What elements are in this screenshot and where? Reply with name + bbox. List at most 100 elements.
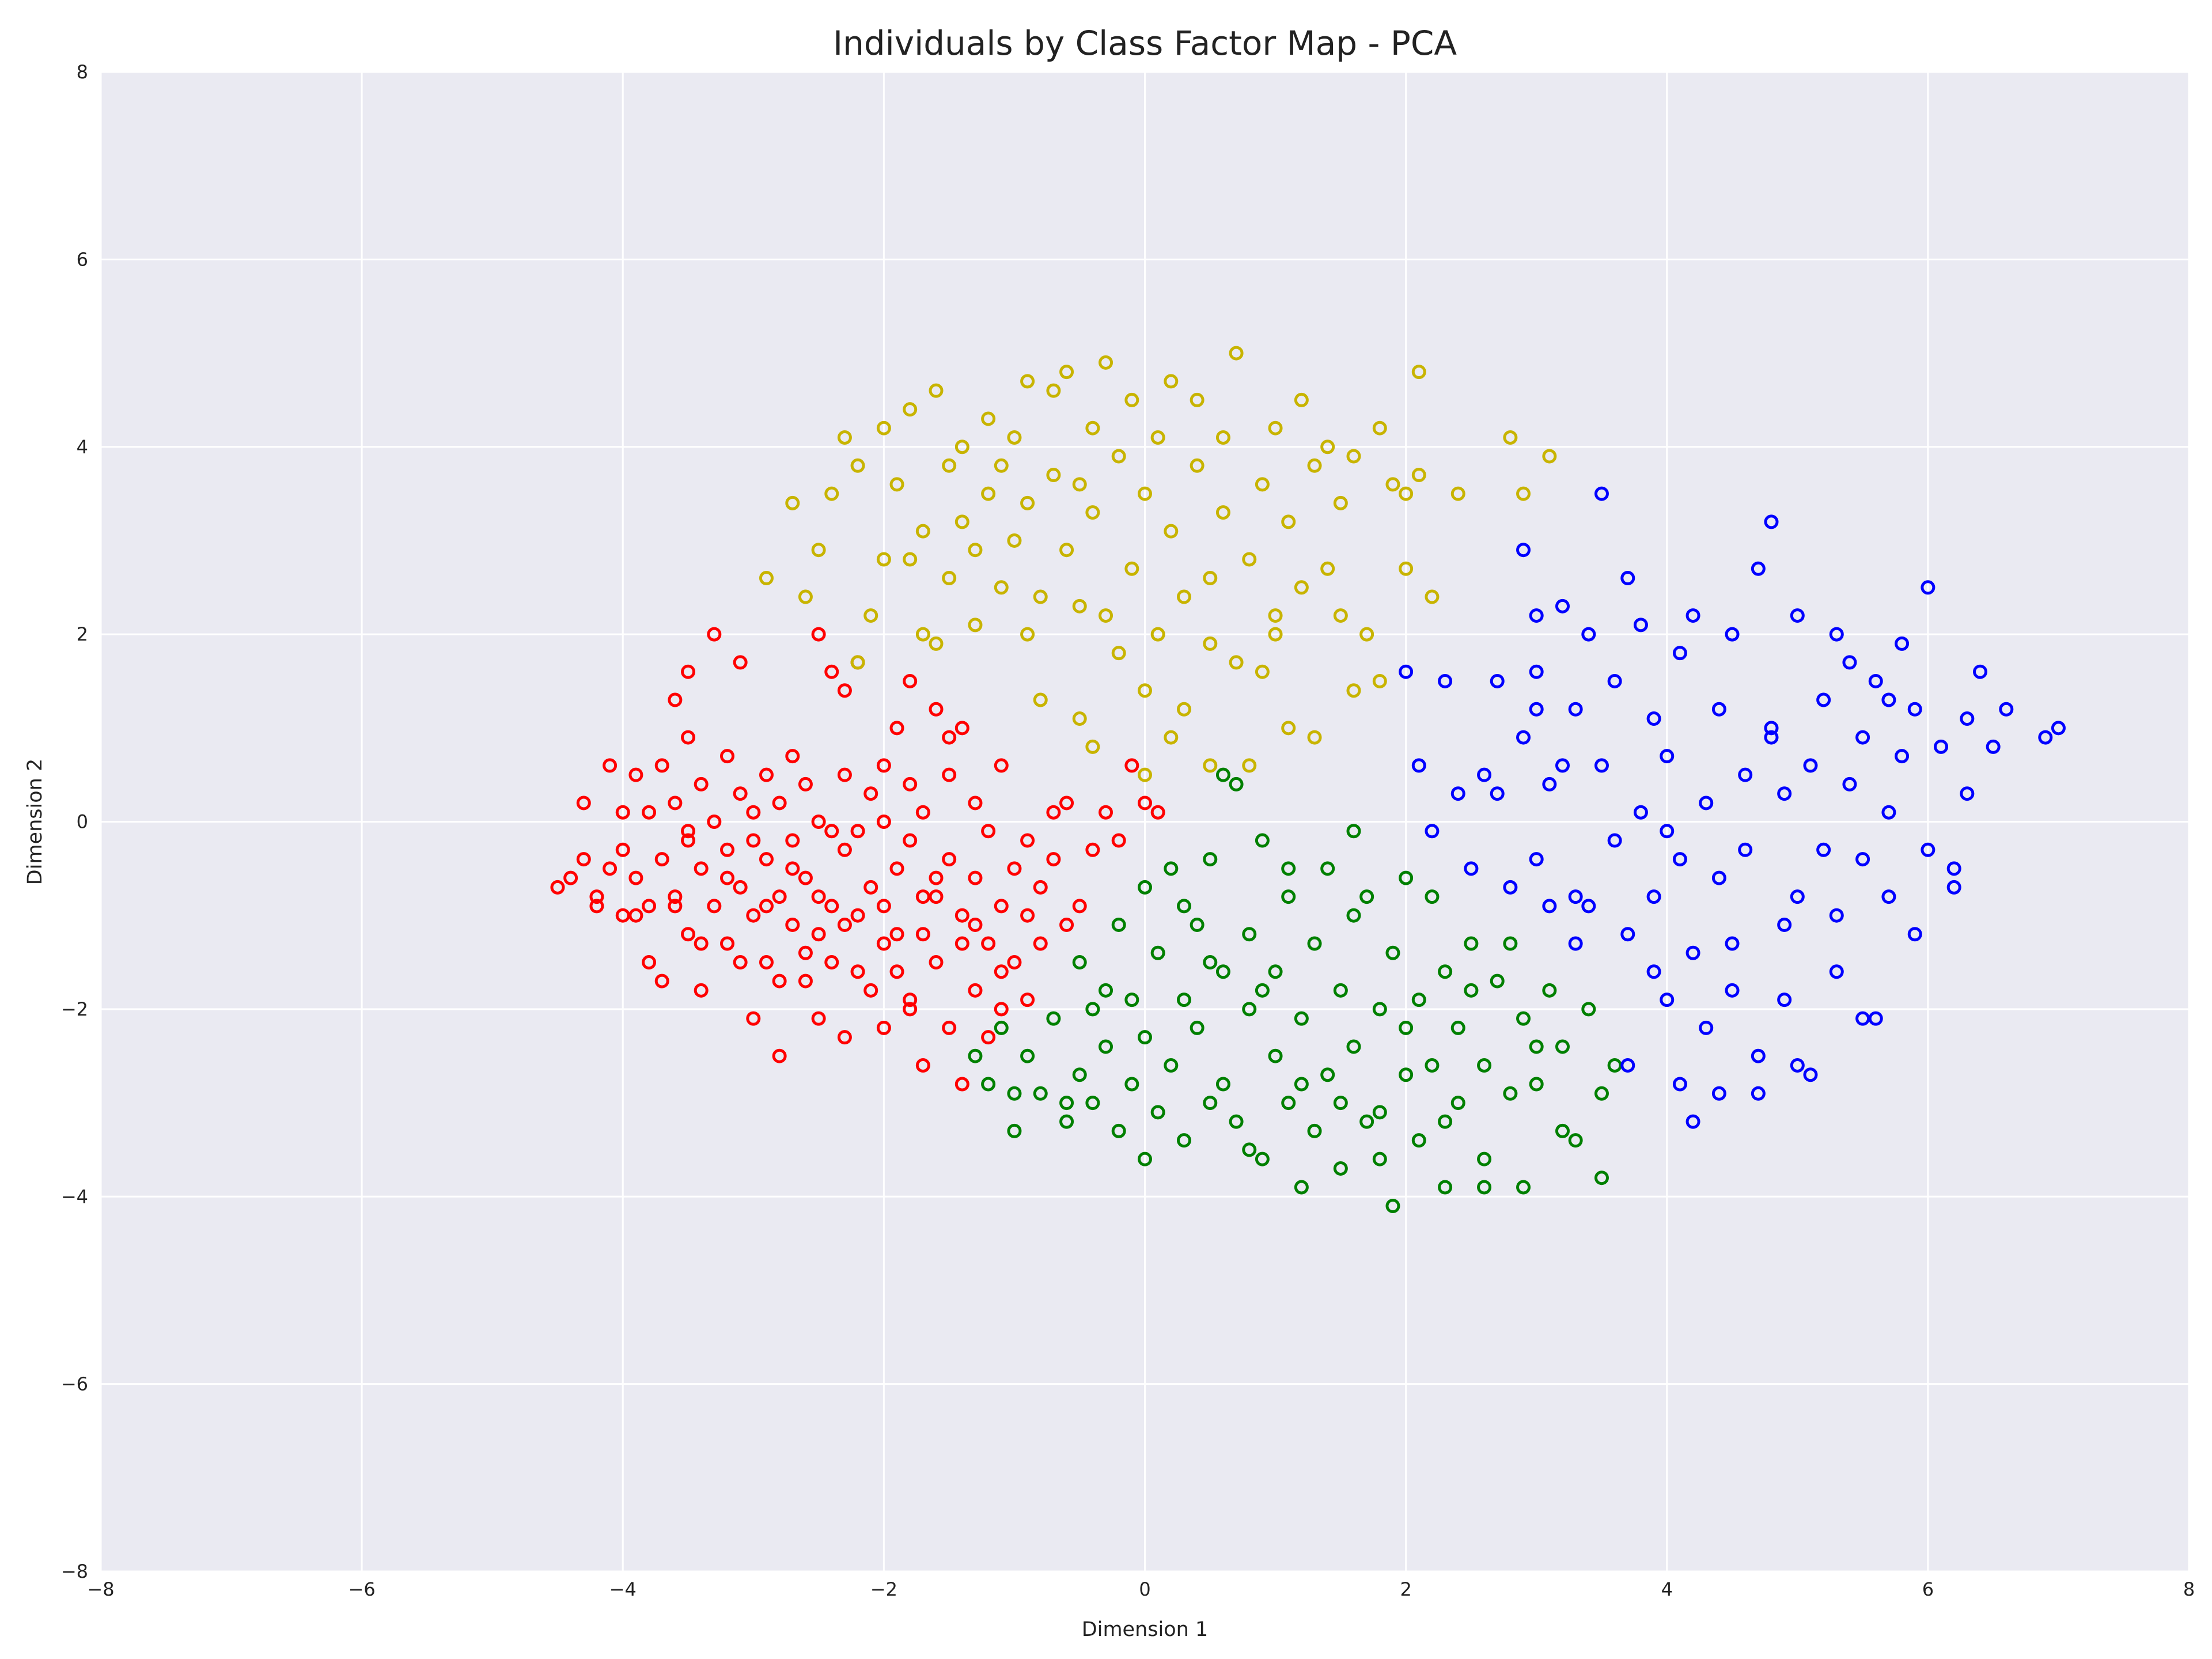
data-point — [1215, 1077, 1230, 1092]
data-point — [563, 870, 578, 885]
data-point — [968, 618, 983, 632]
data-point — [668, 899, 683, 914]
data-point — [1007, 533, 1022, 548]
data-point — [1229, 346, 1244, 361]
data-point — [1215, 964, 1230, 979]
data-point — [1620, 1058, 1635, 1073]
data-point — [1934, 739, 1949, 754]
data-point — [824, 899, 839, 914]
data-point — [1816, 842, 1831, 857]
data-point — [759, 571, 774, 586]
data-point — [942, 852, 957, 867]
data-point — [654, 852, 669, 867]
data-point — [1320, 561, 1335, 576]
data-point — [759, 767, 774, 782]
data-point — [1242, 1142, 1257, 1157]
data-point — [1255, 983, 1270, 998]
y-tick-label: −8 — [61, 1560, 88, 1582]
data-point — [889, 927, 904, 942]
data-point — [1490, 786, 1505, 801]
data-point — [1150, 945, 1165, 960]
data-point — [1124, 561, 1139, 576]
data-point — [1399, 486, 1414, 501]
data-point — [1111, 449, 1126, 464]
data-point — [1176, 899, 1191, 914]
data-point — [759, 899, 774, 914]
data-point — [981, 1030, 996, 1045]
data-point — [1503, 936, 1518, 951]
data-point — [1268, 1048, 1283, 1063]
data-point — [837, 1030, 852, 1045]
data-point — [1829, 964, 1844, 979]
data-point — [1503, 1086, 1518, 1101]
data-point — [1699, 796, 1714, 810]
data-point — [1020, 993, 1035, 1007]
data-point — [681, 824, 696, 839]
data-point — [746, 908, 761, 923]
data-point — [1699, 1020, 1714, 1035]
data-point — [903, 1002, 918, 1017]
x-tick-label: 0 — [1139, 1578, 1150, 1600]
data-point — [615, 842, 630, 857]
data-point — [994, 899, 1009, 914]
data-point — [1203, 571, 1218, 586]
data-point — [1711, 870, 1726, 885]
data-point — [1320, 1067, 1335, 1082]
data-point — [576, 852, 591, 867]
data-point — [1438, 964, 1453, 979]
data-point — [1646, 889, 1661, 904]
data-point — [1059, 917, 1074, 932]
y-tick-label: −4 — [61, 1185, 88, 1207]
data-point — [1085, 1002, 1100, 1017]
data-point — [1594, 486, 1609, 501]
data-point — [1294, 1011, 1309, 1026]
data-point — [1099, 608, 1113, 623]
data-point — [1385, 477, 1400, 492]
data-point — [903, 673, 918, 688]
data-point — [694, 861, 709, 876]
data-point — [968, 983, 983, 998]
data-point — [929, 636, 944, 651]
y-tick-label: 2 — [77, 623, 88, 645]
data-point — [1438, 673, 1453, 688]
data-point — [981, 486, 996, 501]
data-point — [915, 805, 930, 820]
data-point — [1150, 627, 1165, 642]
data-point — [903, 993, 918, 1007]
data-point — [1464, 861, 1479, 876]
data-point — [1568, 702, 1583, 717]
data-point — [642, 955, 657, 970]
data-point — [1477, 1152, 1492, 1166]
data-point — [1124, 1077, 1139, 1092]
data-point — [929, 702, 944, 717]
data-point — [1868, 1011, 1883, 1026]
data-point — [1660, 824, 1675, 839]
data-point — [1842, 777, 1857, 791]
data-point — [1099, 355, 1113, 370]
data-point — [1059, 543, 1074, 558]
data-point — [1685, 945, 1700, 960]
data-point — [1229, 1114, 1244, 1129]
grid-lines — [100, 71, 2190, 1573]
data-point — [1685, 608, 1700, 623]
data-point — [1190, 392, 1205, 407]
data-point — [1633, 805, 1648, 820]
data-point — [1907, 927, 1922, 942]
data-point — [1881, 805, 1896, 820]
data-point — [720, 842, 734, 857]
data-point — [1490, 673, 1505, 688]
data-point — [2038, 730, 2053, 745]
data-point — [994, 1020, 1009, 1035]
data-point — [1099, 805, 1113, 820]
data-point — [1477, 1058, 1492, 1073]
data-point — [1450, 1096, 1465, 1111]
data-point — [994, 758, 1009, 773]
data-point — [1085, 842, 1100, 857]
data-point — [1033, 936, 1048, 951]
data-point — [1620, 927, 1635, 942]
data-point — [968, 917, 983, 932]
data-point — [1542, 777, 1557, 791]
data-point — [981, 1077, 996, 1092]
data-point — [1268, 421, 1283, 435]
